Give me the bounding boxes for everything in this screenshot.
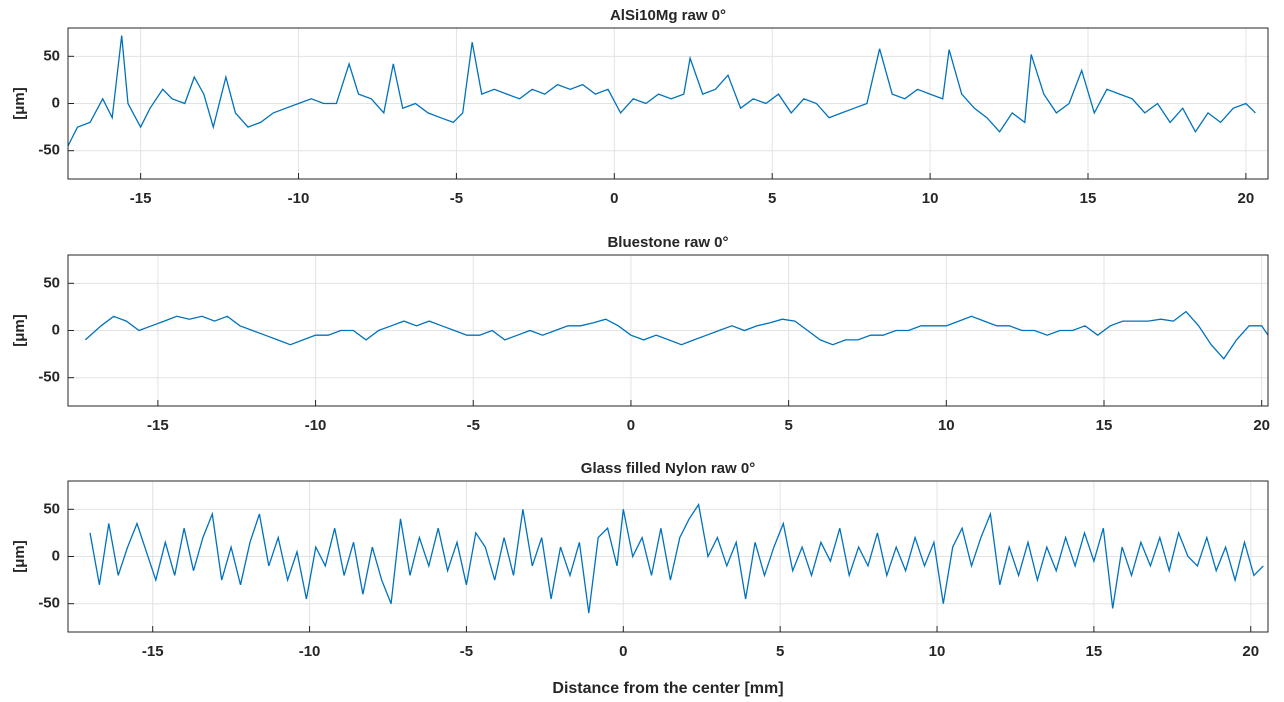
x-tick-label: -5 bbox=[467, 417, 480, 434]
y-axis-label: [μm] bbox=[11, 540, 28, 573]
x-tick-label: 10 bbox=[922, 190, 939, 207]
y-tick-label: -50 bbox=[38, 142, 60, 159]
y-axis-label: [μm] bbox=[11, 87, 28, 120]
x-axis-label: Distance from the center [mm] bbox=[552, 680, 783, 697]
x-tick-label: 0 bbox=[627, 417, 635, 434]
x-tick-label: -5 bbox=[450, 190, 463, 207]
y-tick-label: 0 bbox=[52, 547, 60, 564]
x-tick-label: 15 bbox=[1080, 190, 1097, 207]
chart-title: AlSi10Mg raw 0° bbox=[610, 7, 726, 24]
x-tick-label: -10 bbox=[305, 417, 327, 434]
x-tick-label: -10 bbox=[288, 190, 310, 207]
x-tick-label: 0 bbox=[610, 190, 618, 207]
x-tick-label: 5 bbox=[776, 643, 784, 660]
x-tick-label: -5 bbox=[460, 643, 473, 660]
x-tick-label: 10 bbox=[929, 643, 946, 660]
y-tick-label: -50 bbox=[38, 369, 60, 386]
data-line bbox=[67, 35, 1256, 147]
y-tick-label: 0 bbox=[52, 321, 60, 338]
x-tick-label: 20 bbox=[1242, 643, 1259, 660]
y-tick-label: 50 bbox=[43, 47, 60, 64]
x-tick-label: 10 bbox=[938, 417, 955, 434]
axes-box bbox=[67, 480, 1269, 633]
data-line bbox=[84, 310, 1269, 360]
data-line bbox=[89, 502, 1264, 614]
axes-box bbox=[67, 27, 1269, 180]
y-tick-label: -50 bbox=[38, 595, 60, 612]
x-tick-label: -15 bbox=[147, 417, 169, 434]
x-tick-label: 0 bbox=[619, 643, 627, 660]
x-tick-label: 20 bbox=[1253, 417, 1270, 434]
axes-box bbox=[67, 254, 1269, 407]
y-tick-label: 50 bbox=[43, 274, 60, 291]
chart-title: Glass filled Nylon raw 0° bbox=[581, 460, 755, 477]
x-tick-label: 15 bbox=[1086, 643, 1103, 660]
y-tick-label: 0 bbox=[52, 94, 60, 111]
x-tick-label: 5 bbox=[768, 190, 776, 207]
x-tick-label: -15 bbox=[130, 190, 152, 207]
x-tick-label: 20 bbox=[1238, 190, 1255, 207]
y-axis-label: [μm] bbox=[11, 314, 28, 347]
x-tick-label: 5 bbox=[784, 417, 792, 434]
chart-title: Bluestone raw 0° bbox=[607, 234, 728, 251]
x-tick-label: 15 bbox=[1096, 417, 1113, 434]
x-tick-label: -15 bbox=[142, 643, 164, 660]
y-tick-label: 50 bbox=[43, 500, 60, 517]
x-tick-label: -10 bbox=[299, 643, 321, 660]
